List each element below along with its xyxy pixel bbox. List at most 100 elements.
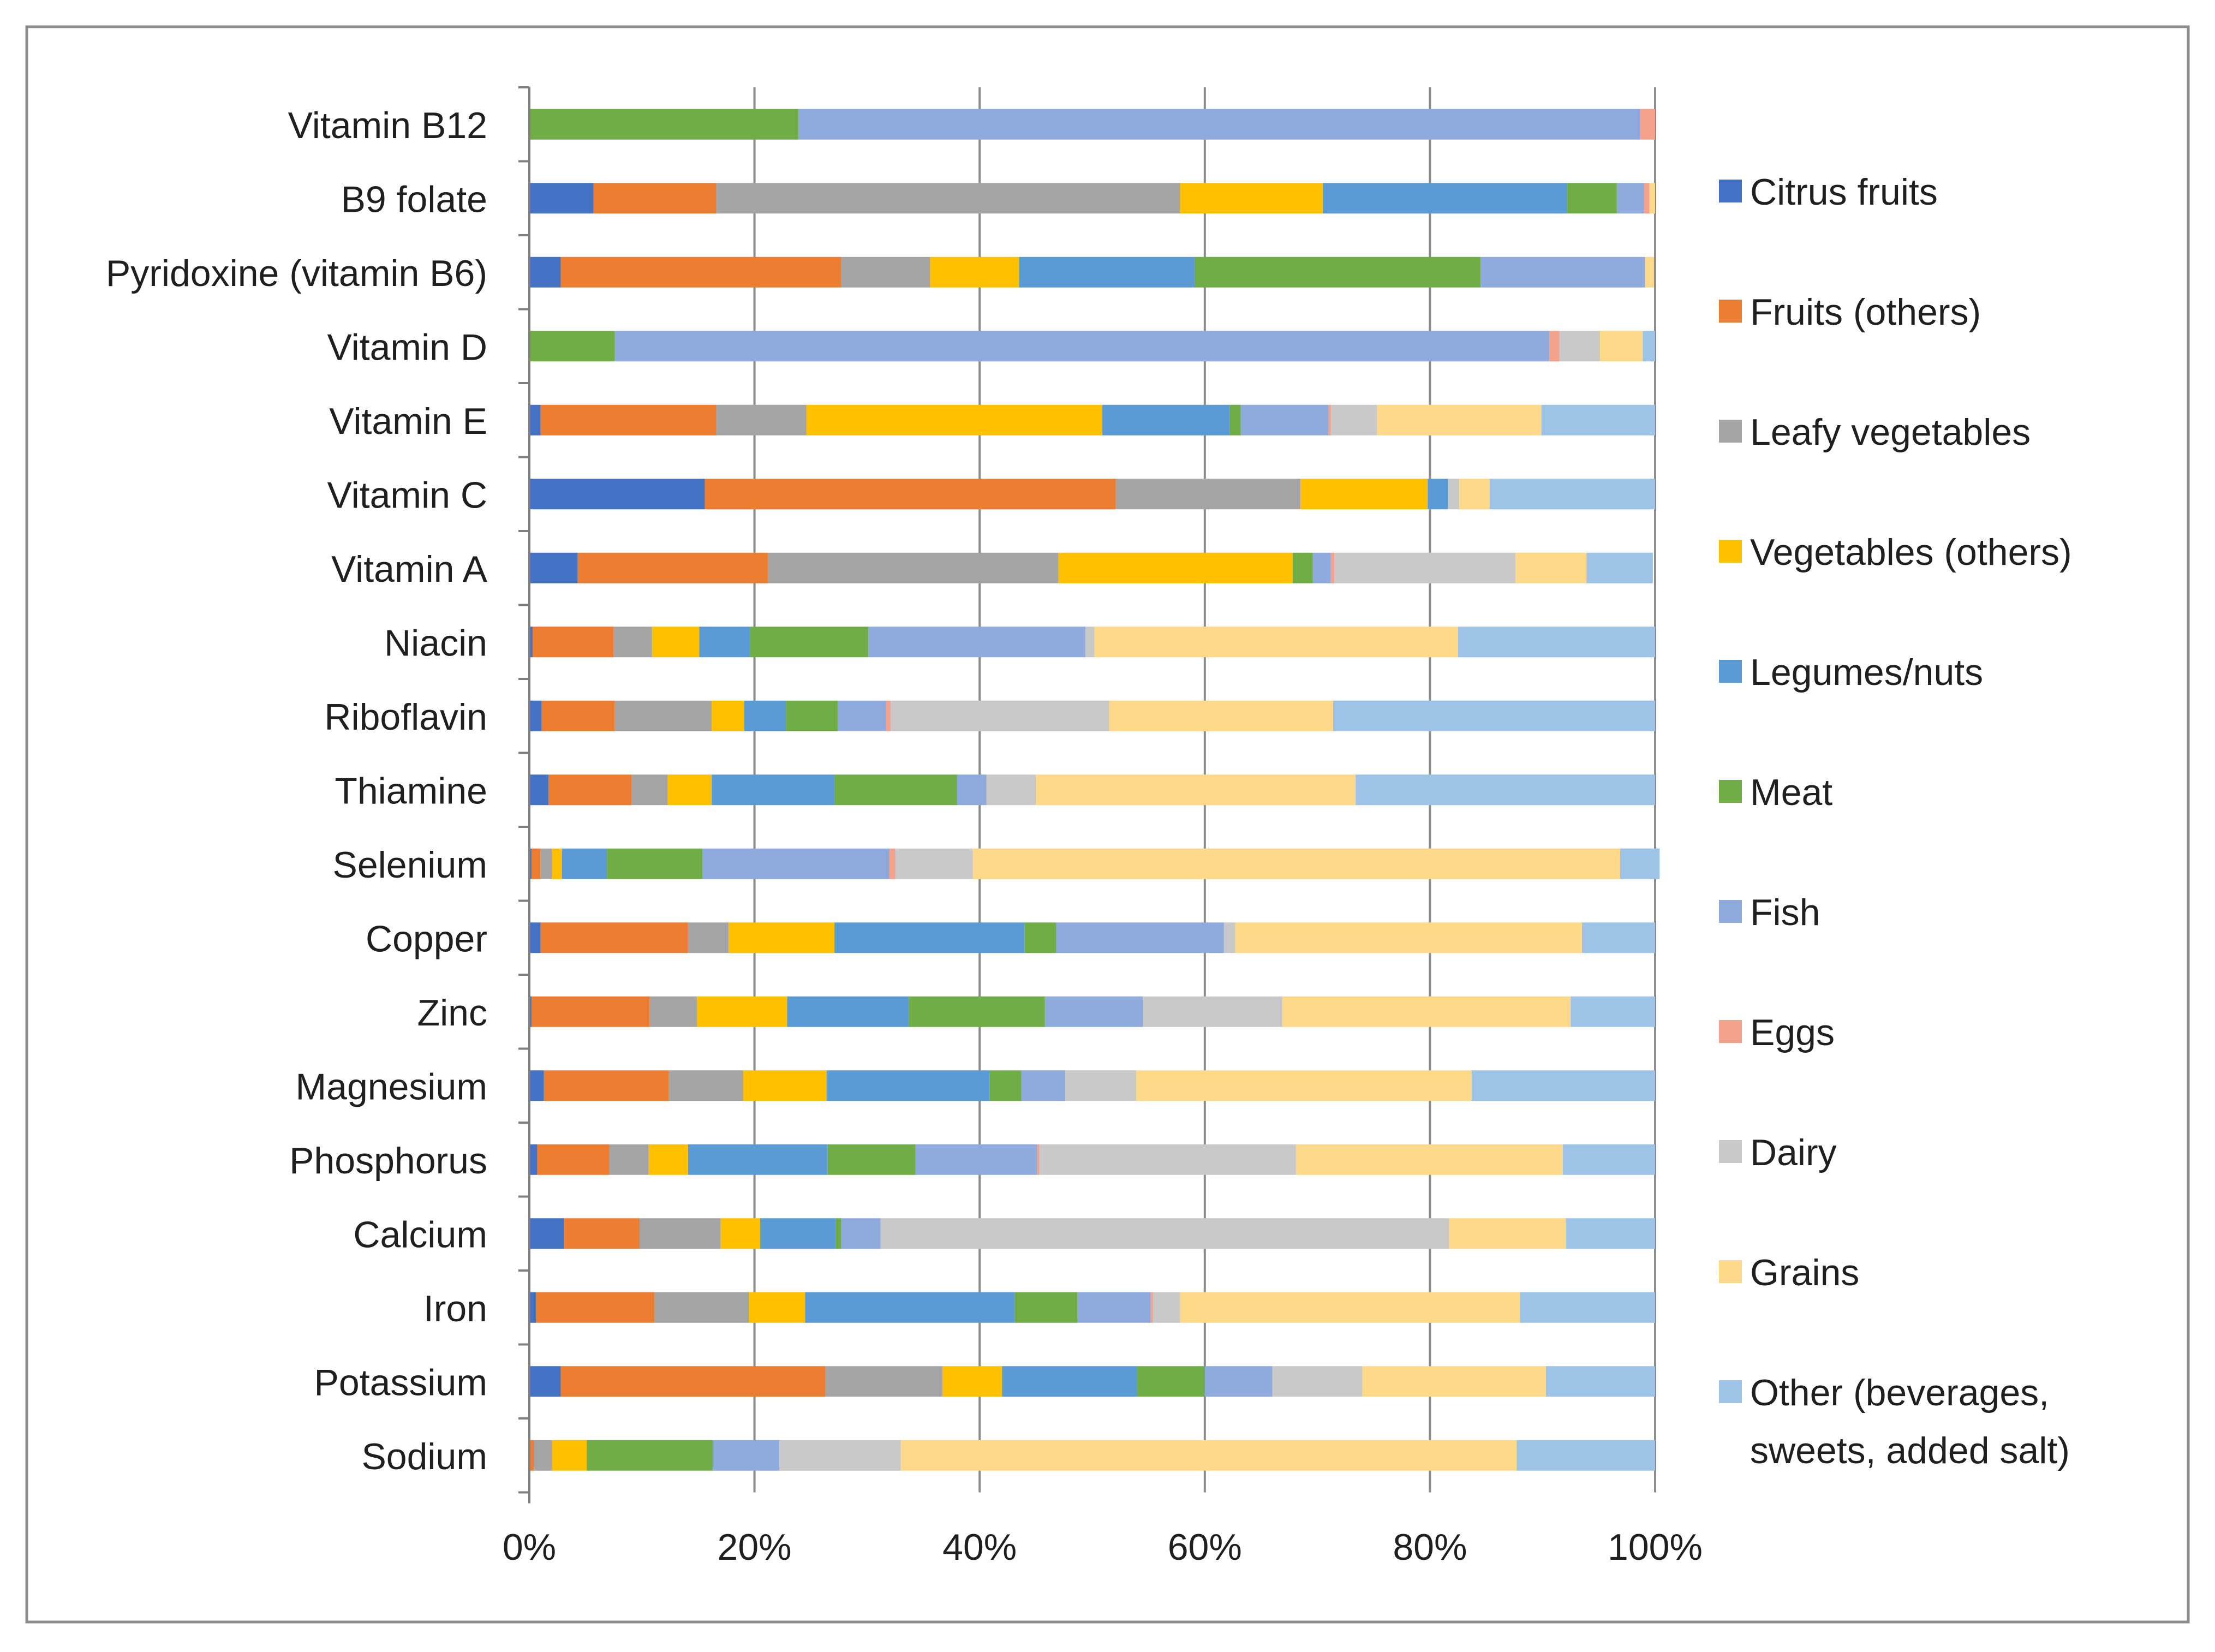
bar-segment — [540, 922, 688, 953]
bar-segment — [668, 1070, 743, 1101]
category-label: Vitamin D — [327, 326, 487, 368]
legend-label: Grains — [1750, 1252, 1859, 1293]
bar-segment — [529, 1218, 564, 1249]
bar-segment — [1240, 404, 1329, 436]
bar-segment — [593, 183, 717, 214]
category-label: Sodium — [361, 1436, 487, 1477]
bar-segment — [1362, 1366, 1546, 1397]
legend-swatch — [1719, 540, 1742, 563]
legend-label: Citrus fruits — [1750, 171, 1938, 213]
bar-segment — [702, 848, 890, 879]
legend-label: Meat — [1750, 772, 1832, 813]
x-tick-label: 0% — [503, 1526, 556, 1568]
bar-segment — [1334, 552, 1516, 583]
legend[interactable]: Citrus fruits Fruits (others) Leafy vegeta… — [1719, 171, 2072, 1471]
bar-segment — [1150, 1292, 1153, 1323]
legend-swatch — [1719, 180, 1742, 202]
bar-segment — [532, 996, 650, 1027]
bar-segment — [667, 774, 712, 806]
bar-segment — [536, 1292, 654, 1323]
bar-segment — [744, 700, 786, 731]
bar-segment — [1180, 1292, 1520, 1323]
bar-segment — [548, 774, 632, 806]
category-label: Vitamin C — [327, 474, 487, 516]
bar-segment — [1037, 1144, 1040, 1175]
bar-segment — [529, 552, 578, 583]
bar-segment — [1323, 183, 1568, 214]
bar-segment — [787, 996, 909, 1027]
bar-segment — [1153, 1292, 1180, 1323]
bar-segment — [750, 627, 868, 658]
bar-segment — [1328, 404, 1331, 436]
bar-segment — [529, 627, 533, 658]
bar-segment — [1515, 552, 1587, 583]
x-tick-label: 20% — [718, 1526, 792, 1568]
axes — [518, 86, 530, 1504]
bar-segment — [704, 479, 1116, 510]
bar-segment — [942, 1366, 1002, 1397]
bar-segment — [868, 627, 1086, 658]
legend-label: Fruits (others) — [1750, 291, 1981, 333]
category-label: Zinc — [417, 992, 487, 1034]
bar-segment — [1559, 331, 1600, 362]
bar-segment — [1571, 996, 1655, 1027]
bar-segment — [544, 1070, 669, 1101]
bar-segment — [534, 1440, 552, 1471]
bar-segment — [989, 1070, 1022, 1101]
bar-segment — [1643, 331, 1655, 362]
bar-segment — [1586, 552, 1653, 583]
legend-label: Fish — [1750, 892, 1820, 933]
bar-segment — [688, 922, 729, 953]
bar-segment — [825, 1366, 943, 1397]
bar-segment — [1620, 848, 1660, 879]
bar-segment — [587, 1440, 713, 1471]
bar-segment — [1058, 552, 1293, 583]
bar-segment — [972, 848, 1621, 879]
bar-segment — [697, 996, 787, 1027]
bar-segment — [806, 404, 1103, 436]
bar-segment — [648, 1144, 688, 1175]
bar-segment — [529, 479, 705, 510]
legend-label-line: Other (beverages, — [1750, 1372, 2049, 1414]
legend-label: Dairy — [1750, 1132, 1837, 1173]
bar-segment — [720, 1218, 760, 1249]
bar-segment — [1377, 404, 1542, 436]
bar-segment — [1581, 922, 1655, 953]
bar-segment — [1077, 1292, 1151, 1323]
bar-segment — [1272, 1366, 1363, 1397]
legend-swatch — [1719, 780, 1742, 803]
bar-segment — [1330, 552, 1335, 583]
bar-segment — [805, 1292, 1015, 1323]
legend-swatch — [1719, 420, 1742, 443]
bar-segment — [900, 1440, 1517, 1471]
bar-segment — [552, 848, 562, 879]
legend-swatch — [1719, 1260, 1742, 1283]
bar-segment — [1449, 1218, 1567, 1249]
bar-segment — [529, 1292, 536, 1323]
bar-segment — [560, 1366, 826, 1397]
category-label: Phosphorus — [289, 1140, 487, 1182]
bar-segment — [529, 700, 542, 731]
legend-swatch — [1719, 1140, 1742, 1163]
bar-segment — [640, 1218, 721, 1249]
bar-segment — [895, 848, 973, 879]
bar-segment — [1036, 774, 1356, 806]
bar-segment — [532, 848, 541, 879]
bar-segment — [1645, 257, 1654, 288]
bar-segment — [1520, 1292, 1655, 1323]
legend-swatch — [1719, 660, 1742, 683]
bar-segment — [880, 1218, 1449, 1249]
bar-segment — [1458, 627, 1655, 658]
category-label: Riboflavin — [324, 696, 487, 738]
bar-segment — [537, 1144, 610, 1175]
bar-segment — [652, 627, 700, 658]
bar-segment — [1567, 183, 1617, 214]
bar-segment — [786, 700, 838, 731]
legend-label: Vegetables (others) — [1750, 532, 2072, 573]
bar-segment — [1039, 1144, 1296, 1175]
legend-swatch — [1719, 1380, 1742, 1403]
bar-segment — [529, 1440, 534, 1471]
bar-segment — [1235, 922, 1582, 953]
